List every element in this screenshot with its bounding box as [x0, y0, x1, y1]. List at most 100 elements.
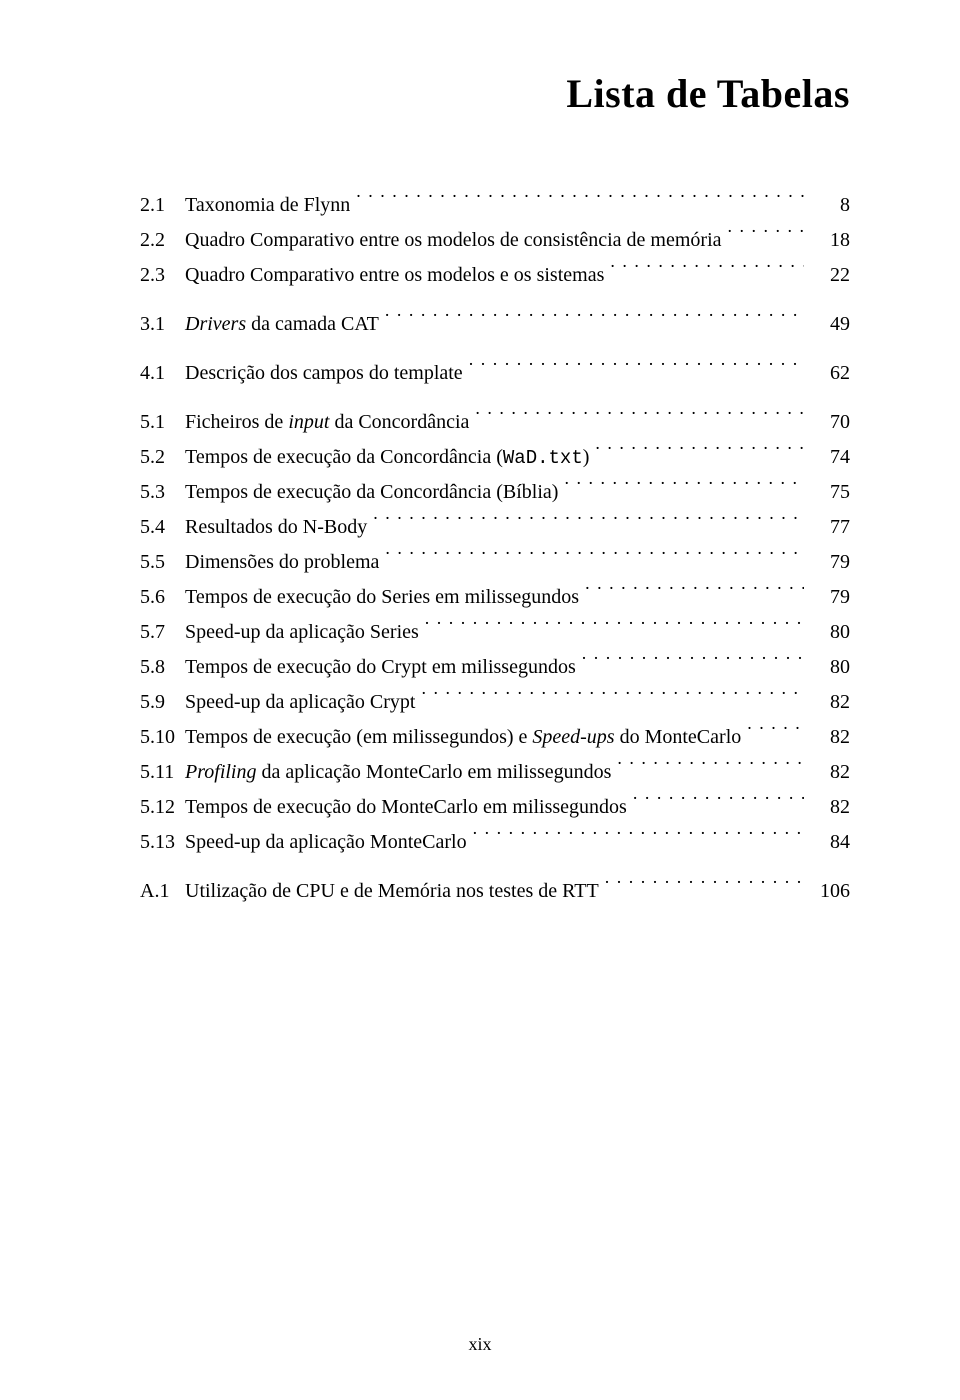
toc-entry: 5.7Speed-up da aplicação Series 80 [140, 614, 850, 649]
toc-entry-label: Tempos de execução da Concordância (Bíbl… [185, 475, 558, 509]
toc-leader-dots [633, 789, 804, 813]
toc-leader-dots [385, 544, 804, 568]
toc-entry-number: 5.7 [140, 615, 185, 649]
toc-leader-dots [421, 684, 804, 708]
toc-leader-dots [373, 509, 804, 533]
toc-entry-label: Speed-up da aplicação Crypt [185, 685, 415, 719]
page: Lista de Tabelas 2.1Taxonomia de Flynn82… [0, 0, 960, 1400]
page-title: Lista de Tabelas [140, 70, 850, 117]
toc-entry-label: Tempos de execução da Concordância (WaD.… [185, 440, 589, 474]
toc-leader-dots [475, 404, 804, 428]
toc-leader-dots [595, 439, 804, 463]
toc-entry-page: 80 [810, 650, 850, 684]
toc-entry-page: 62 [810, 356, 850, 390]
toc-entry-number: 5.9 [140, 685, 185, 719]
toc-group: 3.1Drivers da camada CAT 49 [140, 306, 850, 341]
toc-group: A.1Utilização de CPU e de Memória nos te… [140, 873, 850, 908]
toc-entry: 5.3Tempos de execução da Concordância (B… [140, 474, 850, 509]
toc-entry-page: 75 [810, 475, 850, 509]
toc-leader-dots [469, 355, 804, 379]
toc-entry-page: 84 [810, 825, 850, 859]
toc-leader-dots [582, 649, 804, 673]
toc-entry-label: Speed-up da aplicação MonteCarlo [185, 825, 467, 859]
toc-entry-label: Dimensões do problema [185, 545, 379, 579]
toc-group: 2.1Taxonomia de Flynn 8 2.2Quadro Comparat… [140, 187, 850, 292]
toc-entry-page: 70 [810, 405, 850, 439]
toc-entry: 5.2Tempos de execução da Concordância (W… [140, 439, 850, 474]
toc-entry: 5.12Tempos de execução do MonteCarlo em … [140, 789, 850, 824]
toc-entry: 5.4Resultados do N-Body 77 [140, 509, 850, 544]
toc-entry-number: 2.3 [140, 258, 185, 292]
toc-leader-dots [728, 222, 804, 246]
toc-leader-dots [585, 579, 804, 603]
toc-entry-number: 2.2 [140, 223, 185, 257]
toc-entry-label: Speed-up da aplicação Series [185, 615, 419, 649]
toc-entry-page: 8 [810, 188, 850, 222]
toc-entry-number: 4.1 [140, 356, 185, 390]
toc-entry-page: 106 [810, 874, 850, 908]
toc-entry-label: Tempos de execução do Crypt em milissegu… [185, 650, 576, 684]
toc-entry-page: 79 [810, 580, 850, 614]
toc-entry: 5.5Dimensões do problema79 [140, 544, 850, 579]
toc-entry-number: 2.1 [140, 188, 185, 222]
toc-entry-label: Drivers da camada CAT [185, 307, 379, 341]
toc-entry-label: Descrição dos campos do template [185, 356, 463, 390]
toc-leader-dots [425, 614, 804, 638]
toc-entry-page: 82 [810, 720, 850, 754]
toc-entry-number: 5.4 [140, 510, 185, 544]
toc-leader-dots [617, 754, 804, 778]
toc-entry-label: Taxonomia de Flynn [185, 188, 350, 222]
toc-entry: 5.10Tempos de execução (em milissegundos… [140, 719, 850, 754]
toc-entry-page: 74 [810, 440, 850, 474]
toc-leader-dots [473, 824, 804, 848]
toc-entry-page: 18 [810, 223, 850, 257]
toc-entry: 5.1Ficheiros de input da Concordância 70 [140, 404, 850, 439]
toc-entry-page: 49 [810, 307, 850, 341]
toc-entry-label: Utilização de CPU e de Memória nos teste… [185, 874, 599, 908]
toc-entry-number: A.1 [140, 874, 185, 908]
toc-entry-label: Tempos de execução do Series em milisseg… [185, 580, 579, 614]
toc-entry: 3.1Drivers da camada CAT 49 [140, 306, 850, 341]
toc-entry-number: 5.6 [140, 580, 185, 614]
toc-entry: 4.1Descrição dos campos do template 62 [140, 355, 850, 390]
toc-entry-page: 80 [810, 615, 850, 649]
toc-entry-label: Ficheiros de input da Concordância [185, 405, 469, 439]
toc-entry-number: 5.12 [140, 790, 185, 824]
toc-entry-page: 82 [810, 685, 850, 719]
toc-entry: 5.11Profiling da aplicação MonteCarlo em… [140, 754, 850, 789]
toc-leader-dots [747, 719, 804, 743]
toc-entry-number: 5.5 [140, 545, 185, 579]
toc-group: 4.1Descrição dos campos do template 62 [140, 355, 850, 390]
toc-entry-page: 22 [810, 258, 850, 292]
toc-leader-dots [605, 873, 804, 897]
toc-entry: 5.6Tempos de execução do Series em milis… [140, 579, 850, 614]
toc-entry-label: Profiling da aplicação MonteCarlo em mil… [185, 755, 611, 789]
toc-entry-label: Quadro Comparativo entre os modelos e os… [185, 258, 604, 292]
toc-leader-dots [356, 187, 804, 211]
page-number: xix [0, 1334, 960, 1355]
toc-entry-number: 5.11 [140, 755, 185, 789]
toc-entry-label: Quadro Comparativo entre os modelos de c… [185, 223, 722, 257]
toc-leader-dots [564, 474, 804, 498]
toc-leader-dots [385, 306, 804, 330]
toc-entry: A.1Utilização de CPU e de Memória nos te… [140, 873, 850, 908]
toc-entry-label: Tempos de execução do MonteCarlo em mili… [185, 790, 627, 824]
toc-entry: 2.1Taxonomia de Flynn 8 [140, 187, 850, 222]
toc-entry: 5.13Speed-up da aplicação MonteCarlo 84 [140, 824, 850, 859]
toc-entry: 5.8Tempos de execução do Crypt em miliss… [140, 649, 850, 684]
toc-group: 5.1Ficheiros de input da Concordância705… [140, 404, 850, 859]
toc-entry-number: 5.13 [140, 825, 185, 859]
toc-entry-number: 5.3 [140, 475, 185, 509]
toc-entry-number: 5.1 [140, 405, 185, 439]
toc-entry-number: 3.1 [140, 307, 185, 341]
list-of-tables: 2.1Taxonomia de Flynn 8 2.2Quadro Comparat… [140, 187, 850, 908]
toc-entry-label: Tempos de execução (em milissegundos) e … [185, 720, 741, 754]
toc-entry-number: 5.2 [140, 440, 185, 474]
toc-leader-dots [610, 257, 804, 281]
toc-entry: 5.9Speed-up da aplicação Crypt 82 [140, 684, 850, 719]
toc-entry-page: 77 [810, 510, 850, 544]
toc-entry-number: 5.10 [140, 720, 185, 754]
toc-entry-page: 82 [810, 790, 850, 824]
toc-entry-label: Resultados do N-Body [185, 510, 367, 544]
toc-entry-number: 5.8 [140, 650, 185, 684]
